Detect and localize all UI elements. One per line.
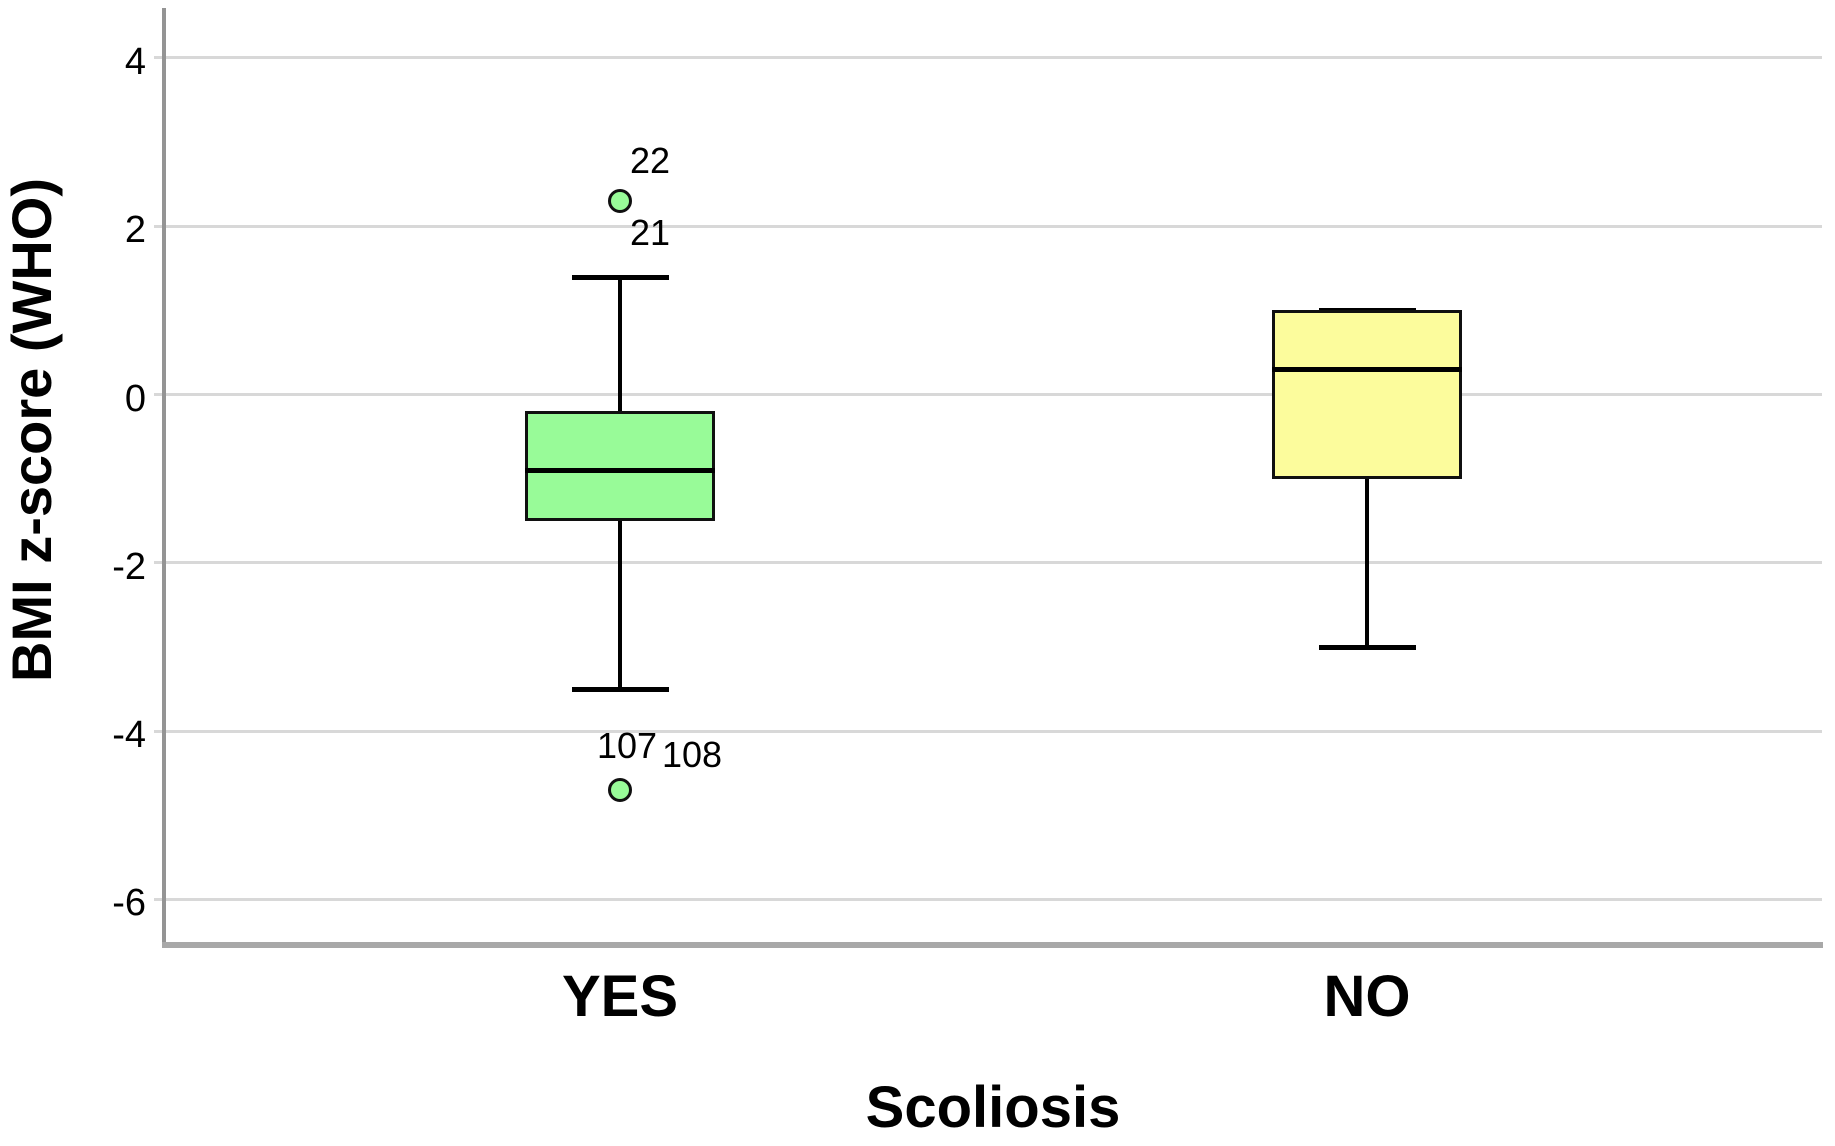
y-tick-label: 4 xyxy=(124,40,146,83)
y-tick-label: -6 xyxy=(112,882,146,925)
upper-whisker-line xyxy=(618,276,622,412)
lower-whisker-line xyxy=(1365,478,1369,647)
y-tick-label: -2 xyxy=(112,545,146,588)
lower-whisker-cap xyxy=(571,687,669,693)
x-category-label: NO xyxy=(1323,964,1411,1029)
upper-whisker-cap xyxy=(571,274,669,280)
y-tick-label: -4 xyxy=(112,714,146,757)
outlier-case-label: 108 xyxy=(662,734,723,775)
y-gridline xyxy=(154,224,1822,228)
x-axis-line xyxy=(162,942,1823,948)
y-tick-label: 2 xyxy=(124,209,146,252)
x-axis-title: Scoliosis xyxy=(865,1075,1121,1140)
y-gridline xyxy=(154,561,1822,565)
outlier-case-label: 21 xyxy=(630,211,671,253)
y-axis-title: BMI z-score (WHO) xyxy=(0,178,63,682)
median-line xyxy=(1272,366,1462,372)
y-gridline xyxy=(154,56,1822,60)
y-gridline xyxy=(154,393,1822,396)
lower-whisker-line xyxy=(618,520,622,690)
outlier-case-label: 107 xyxy=(597,725,658,766)
outlier-point xyxy=(608,778,632,802)
lower-whisker-cap xyxy=(1318,644,1416,650)
y-tick-label: 0 xyxy=(124,377,146,420)
box-no xyxy=(1272,310,1462,479)
y-gridline xyxy=(154,729,1822,733)
y-axis-line xyxy=(162,8,166,948)
box-yes xyxy=(525,411,715,521)
outlier-case-label: 22 xyxy=(630,139,671,181)
x-category-label: YES xyxy=(561,964,679,1029)
y-gridline xyxy=(154,897,1822,901)
median-line xyxy=(525,467,715,473)
outlier-point xyxy=(608,188,632,213)
